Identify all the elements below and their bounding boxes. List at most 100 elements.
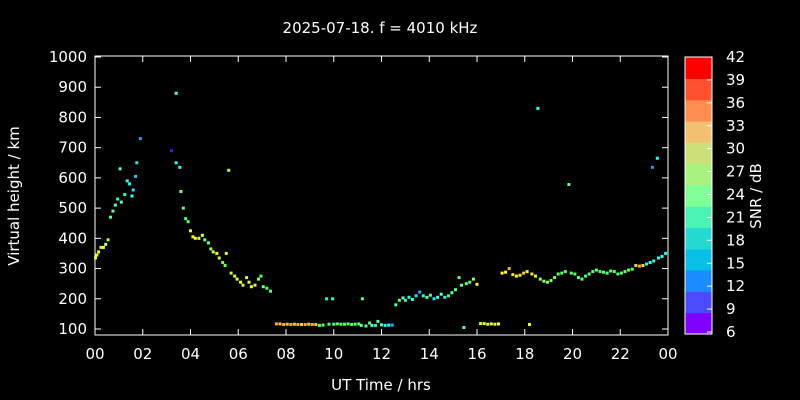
data-point — [648, 261, 652, 264]
data-point — [357, 322, 361, 326]
x-tick-label: 12 — [372, 345, 391, 363]
data-point — [486, 322, 490, 326]
data-point — [350, 323, 354, 326]
data-point — [443, 295, 447, 299]
y-axis-label: Virtual height / km — [5, 126, 23, 265]
data-point — [421, 294, 425, 298]
data-point — [123, 193, 127, 196]
data-point — [383, 323, 387, 327]
data-point — [655, 156, 659, 160]
data-point — [310, 323, 314, 326]
data-point — [542, 279, 546, 283]
data-point — [343, 322, 346, 326]
data-point — [567, 183, 571, 186]
data-point — [138, 137, 142, 141]
colorbar-segment — [685, 120, 712, 143]
data-point — [111, 209, 115, 213]
data-point — [134, 174, 138, 178]
data-point — [479, 322, 483, 326]
data-point — [325, 297, 329, 301]
data-point — [116, 197, 120, 201]
data-point — [296, 323, 300, 326]
data-point — [549, 279, 553, 283]
data-point — [200, 233, 204, 237]
data-point — [217, 256, 221, 260]
data-point — [580, 277, 584, 281]
data-point — [612, 270, 616, 274]
data-point — [245, 276, 249, 280]
data-point — [174, 91, 178, 95]
data-point — [454, 288, 457, 292]
data-point — [335, 322, 339, 326]
data-point — [178, 165, 182, 169]
data-point — [401, 296, 405, 300]
data-point — [545, 280, 549, 284]
colorbar-segment — [685, 57, 712, 79]
colorbar-tick-label: 15 — [726, 254, 745, 272]
x-tick-label: 00 — [658, 345, 677, 363]
data-point — [249, 285, 253, 289]
data-point — [460, 283, 463, 287]
data-point — [227, 168, 231, 172]
y-tick-label: 500 — [58, 199, 87, 217]
colorbar-tick-label: 30 — [726, 140, 745, 158]
data-point — [278, 322, 282, 326]
data-point — [619, 271, 623, 275]
data-point — [353, 322, 357, 326]
data-point — [630, 267, 634, 271]
data-point — [119, 200, 123, 204]
y-tick-label: 100 — [58, 320, 87, 338]
colorbar-segment — [685, 312, 712, 335]
colorbar-tick-label: 42 — [726, 48, 745, 66]
colorbar-tick-label: 18 — [726, 231, 745, 249]
y-tick-label: 700 — [58, 139, 87, 157]
data-point — [418, 290, 422, 294]
data-point — [616, 272, 620, 276]
data-point — [504, 270, 508, 274]
data-point — [113, 203, 117, 207]
data-points — [94, 91, 668, 329]
data-point — [206, 241, 210, 245]
data-point — [181, 206, 185, 210]
data-point — [106, 238, 110, 242]
colorbar-tick-label: 12 — [726, 277, 745, 295]
colorbar-tick-label: 24 — [726, 186, 745, 204]
data-point — [300, 323, 303, 326]
data-point — [376, 319, 380, 323]
data-point — [282, 323, 286, 326]
data-point — [573, 272, 577, 276]
data-point — [135, 161, 139, 165]
chart-title: 2025-07-18. f = 4010 kHz — [283, 19, 478, 37]
data-point — [229, 271, 233, 275]
data-point — [525, 270, 529, 274]
data-point — [221, 261, 225, 264]
data-point — [432, 297, 436, 301]
x-tick-label: 10 — [324, 345, 343, 363]
data-point — [94, 256, 97, 260]
data-point — [657, 256, 660, 260]
data-point — [364, 324, 368, 328]
data-point — [253, 283, 257, 287]
data-point — [425, 295, 429, 299]
data-point — [530, 272, 534, 276]
data-point — [471, 277, 475, 281]
data-point — [563, 270, 567, 274]
data-point — [339, 322, 343, 326]
data-point — [130, 194, 134, 198]
y-tick-label: 200 — [58, 290, 87, 308]
data-point — [223, 264, 227, 267]
data-point — [390, 323, 394, 327]
data-point — [109, 215, 112, 219]
plot-frame — [94, 55, 669, 336]
data-point — [394, 303, 398, 307]
data-point — [641, 264, 645, 267]
x-tick-label: 00 — [85, 345, 104, 363]
data-point — [446, 294, 450, 298]
data-point — [380, 323, 383, 327]
data-point — [468, 280, 472, 284]
data-point — [556, 272, 560, 276]
data-point — [211, 250, 215, 254]
colorbar-segment — [685, 227, 712, 250]
data-point — [664, 251, 668, 255]
